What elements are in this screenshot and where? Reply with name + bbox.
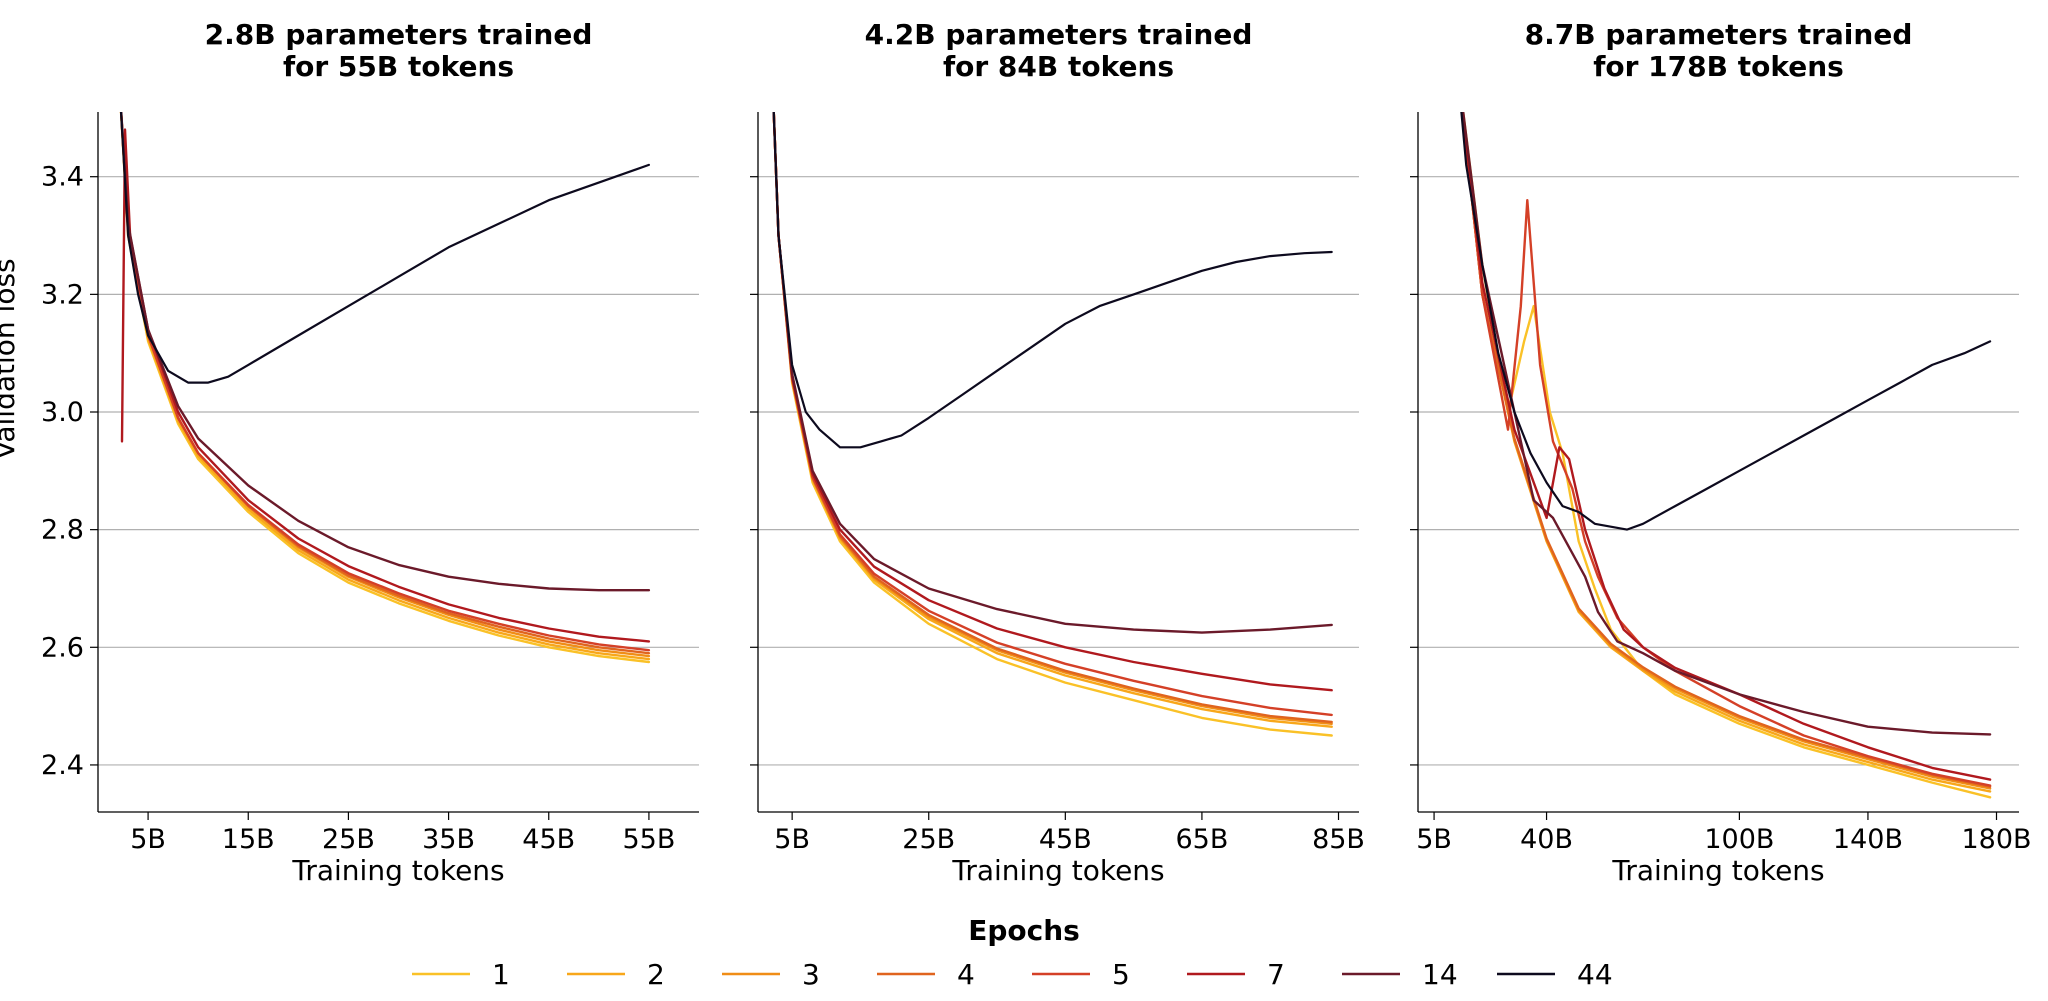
y-tick-label: 2.4 [41, 750, 84, 781]
panel-title-line2: for 84B tokens [943, 50, 1174, 83]
series-line-epochs-7 [1461, 112, 1992, 781]
panel-title-line1: 2.8B parameters trained [205, 18, 593, 51]
series-line-epochs-44 [772, 112, 1333, 449]
x-tick-label: 55B [622, 824, 675, 855]
legend-label-14: 14 [1422, 958, 1458, 991]
x-tick-label: 35B [422, 824, 475, 855]
y-tick-label: 2.8 [41, 515, 84, 546]
x-tick-label: 25B [322, 824, 375, 855]
legend-label-5: 5 [1112, 958, 1130, 991]
x-tick-label: 40B [1520, 824, 1573, 855]
x-axis-label: Training tokens [291, 854, 504, 887]
x-tick-label: 100B [1704, 824, 1774, 855]
y-tick-label: 3.2 [41, 279, 84, 310]
series-line-epochs-1 [1461, 112, 1992, 799]
x-tick-label: 85B [1312, 824, 1365, 855]
legend-label-4: 4 [957, 958, 975, 991]
legend-label-2: 2 [647, 958, 665, 991]
x-tick-label: 140B [1833, 824, 1903, 855]
series-line-epochs-44 [119, 112, 651, 384]
series-line-epochs-14 [772, 112, 1333, 634]
legend-label-7: 7 [1267, 958, 1285, 991]
series-group [772, 112, 1333, 737]
legend-title: Epochs [968, 914, 1080, 947]
y-tick-label: 3.0 [41, 397, 84, 428]
x-tick-label: 15B [222, 824, 275, 855]
x-tick-label: 65B [1175, 824, 1228, 855]
x-tick-label: 180B [1961, 824, 2031, 855]
x-tick-label: 5B [1416, 824, 1452, 855]
series-group [119, 112, 651, 664]
legend-label-1: 1 [492, 958, 510, 991]
x-tick-label: 5B [774, 824, 810, 855]
x-tick-label: 25B [902, 824, 955, 855]
panel-title-line1: 8.7B parameters trained [1525, 18, 1913, 51]
x-tick-label: 45B [1039, 824, 1092, 855]
y-tick-label: 3.4 [41, 162, 84, 193]
series-line-epochs-5 [119, 112, 651, 652]
legend-label-44: 44 [1577, 958, 1613, 991]
series-group [1460, 112, 1992, 799]
x-tick-label: 5B [130, 824, 166, 855]
series-line-epochs-14 [1461, 112, 1992, 736]
series-line-epochs-5 [1461, 112, 1992, 787]
x-axis-label: Training tokens [951, 854, 1164, 887]
y-axis-label: Validation loss [0, 258, 21, 459]
y-tick-label: 2.6 [41, 632, 84, 663]
legend: 1 2 3 4 5 7 14 44 [412, 958, 1613, 991]
series-line-epochs-44 [1460, 112, 1992, 531]
panel-title-line2: for 178B tokens [1593, 50, 1844, 83]
legend-label-3: 3 [802, 958, 820, 991]
x-tick-label: 45B [522, 824, 575, 855]
panel-title-line1: 4.2B parameters trained [865, 18, 1253, 51]
panel-title-line2: for 55B tokens [283, 50, 514, 83]
x-axis-label: Training tokens [1611, 854, 1824, 887]
